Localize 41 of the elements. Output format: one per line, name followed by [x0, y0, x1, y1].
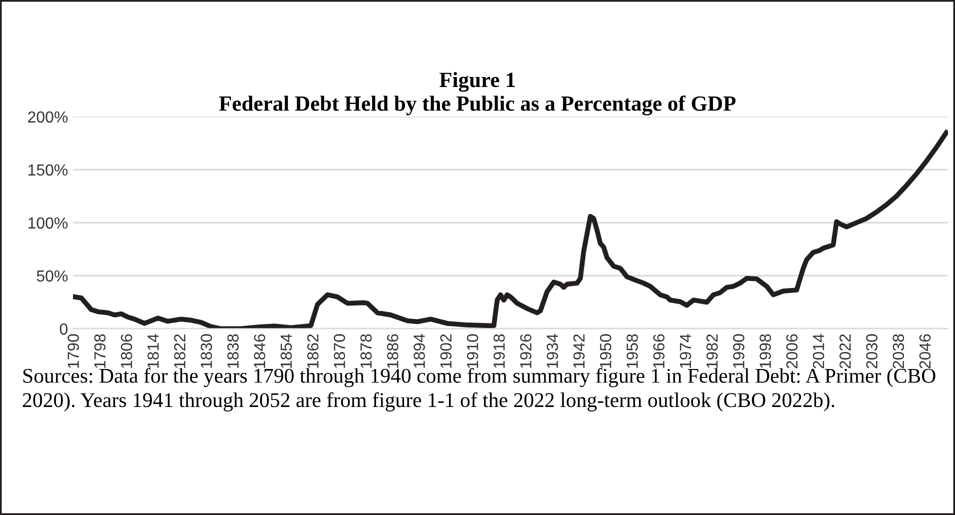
x-tick-label: 1902 [440, 334, 452, 368]
x-tick-label: 1918 [493, 334, 505, 368]
x-tick-label: 1958 [626, 334, 638, 368]
x-tick-label: 1862 [307, 334, 318, 368]
y-tick-label: 100% [28, 217, 68, 229]
x-tick-label: 1990 [733, 334, 744, 368]
x-tick-label: 1854 [280, 334, 292, 368]
y-tick-label: 200% [28, 111, 68, 123]
x-tick-label: 1998 [760, 334, 771, 368]
x-tick-label: 2006 [786, 334, 798, 368]
x-tick-label: 2014 [812, 334, 824, 368]
source-note: Sources: Data for the years 1790 through 1940 come from summary figure 1 in Federal Debt: A Primer (CBO 2020). Years 1941 through 2052 are from figure 1-1 of the 2022 long-term outlook (CBO 2022b). [22, 368, 936, 412]
x-tick-label: 1838 [227, 334, 239, 368]
x-tick-label: 1974 [680, 334, 692, 368]
x-tick-label: 1894 [414, 334, 425, 368]
x-tick-label: 1806 [120, 334, 132, 368]
x-tick-label: 1926 [520, 334, 532, 368]
x-tick-label: 1886 [387, 334, 398, 368]
x-tick-label: 1790 [68, 334, 79, 368]
x-tick-label: 2030 [866, 334, 878, 368]
x-tick-label: 1846 [254, 334, 266, 368]
x-tick-label: 1878 [360, 334, 372, 368]
line-series [73, 130, 948, 329]
x-tick-label: 1934 [546, 334, 558, 368]
y-tick-label: 150% [28, 164, 68, 176]
x-tick-label: 1982 [706, 334, 718, 368]
x-tick-label: 2046 [919, 334, 931, 368]
x-tick-label: 1950 [600, 334, 612, 368]
x-tick-label: 1870 [334, 334, 346, 368]
x-tick-label: 1814 [147, 334, 159, 368]
x-tick-label: 1798 [94, 334, 106, 368]
x-tick-label: 1830 [200, 334, 212, 368]
x-tick-label: 2038 [892, 334, 904, 368]
x-tick-label: 1910 [466, 334, 478, 368]
chart-title: Figure 1 Federal Debt Held by the Public as a Percentage of GDP [219, 72, 736, 116]
x-tick-label: 1942 [573, 334, 585, 368]
x-tick-label: 1966 [653, 334, 664, 368]
y-tick-label: 0 [60, 323, 68, 335]
y-tick-label: 50% [36, 270, 68, 282]
x-tick-label: 1822 [174, 334, 186, 368]
x-tick-label: 2022 [840, 334, 851, 368]
